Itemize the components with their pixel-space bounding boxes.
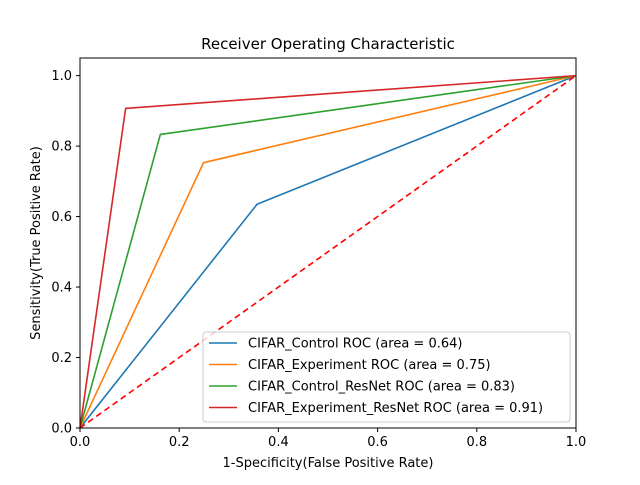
y-axis-ticks: 0.0 0.2 0.4 0.6 0.8 1.0 (51, 69, 80, 437)
chart-title: Receiver Operating Characteristic (201, 35, 455, 53)
plot-frame (79, 57, 577, 429)
x-axis-ticks: 0.0 0.2 0.4 0.6 0.8 1.0 (70, 428, 587, 450)
x-tick-label: 1.0 (566, 435, 587, 450)
legend-box (202, 331, 571, 423)
y-axis-title: Sensitivity(True Positive Rate) (29, 146, 44, 340)
y-tick-label: 1.0 (51, 69, 72, 84)
legend-label-1: CIFAR_Control ROC (area = 0.64) (248, 337, 462, 352)
x-tick-label: 0.2 (169, 435, 190, 450)
roc-line-series-1 (79, 74, 577, 429)
x-tick-label: 0.0 (70, 435, 91, 450)
x-tick-label: 0.4 (268, 435, 289, 450)
plot-lines (79, 74, 577, 429)
y-tick-label: 0.0 (51, 422, 72, 437)
y-tick-label: 0.6 (51, 210, 72, 225)
legend-items: CIFAR_Control ROC (area = 0.64) CIFAR_Exp… (209, 337, 543, 416)
y-tick-label: 0.8 (51, 140, 72, 155)
legend: CIFAR_Control ROC (area = 0.64) CIFAR_Exp… (202, 331, 571, 423)
x-axis-title: 1-Specificity(False Positive Rate) (223, 456, 434, 471)
y-tick-label: 0.2 (51, 351, 72, 366)
roc-line-series-2 (79, 74, 577, 429)
legend-label-2: CIFAR_Experiment ROC (area = 0.75) (248, 358, 491, 373)
legend-label-3: CIFAR_Control_ResNet ROC (area = 0.83) (248, 380, 515, 395)
y-tick-label: 0.4 (51, 281, 72, 296)
x-tick-label: 0.6 (367, 435, 388, 450)
x-tick-label: 0.8 (466, 435, 487, 450)
reference-diagonal-line (79, 74, 577, 429)
roc-line-series-4 (79, 74, 577, 429)
legend-label-4: CIFAR_Experiment_ResNet ROC (area = 0.91… (248, 401, 543, 416)
roc-line-series-3 (79, 74, 577, 429)
